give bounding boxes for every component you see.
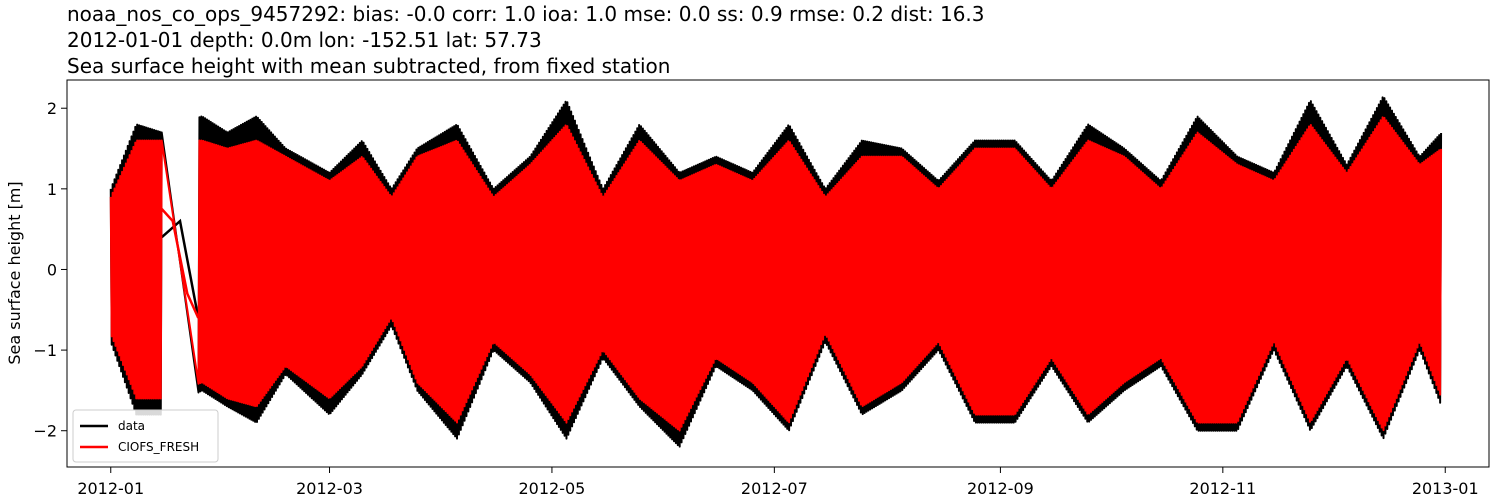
- series-layer: [109, 96, 1443, 448]
- series-gap-segment: [160, 208, 200, 319]
- x-tick-label: 2012-07: [741, 479, 808, 498]
- legend: data CIOFS_FRESH: [72, 409, 219, 463]
- y-axis-label: Sea surface height [m]: [5, 181, 24, 364]
- x-tick-label: 2013-01: [1412, 479, 1479, 498]
- y-tick-label: −2: [33, 422, 57, 441]
- y-tick-label: 0: [47, 260, 57, 279]
- x-tick-label: 2012-03: [296, 479, 363, 498]
- axes-layer: 2 1 0 −1 −2 2012-01 2012-03 2012-05 2012-07 2012-…: [33, 99, 1478, 498]
- y-tick-label: 2: [47, 99, 57, 118]
- plot-frame: [66, 79, 1490, 468]
- series-gap-segment: [160, 218, 200, 319]
- x-tick-label: 2012-09: [967, 479, 1034, 498]
- y-tick-label: 1: [47, 180, 57, 199]
- x-tick-label: 2012-01: [77, 479, 144, 498]
- legend-label-ciofs-fresh: CIOFS_FRESH: [118, 440, 199, 454]
- y-tick-label: −1: [33, 341, 57, 360]
- x-tick-label: 2012-05: [519, 479, 586, 498]
- legend-box: [72, 409, 219, 463]
- chart-title-line-1: noaa_nos_co_ops_9457292: bias: -0.0 corr…: [67, 2, 985, 26]
- x-tick-label: 2012-11: [1189, 479, 1256, 498]
- legend-label-data: data: [118, 419, 145, 433]
- series-line-ciofs-fresh: [109, 116, 1443, 432]
- chart-title-line-2: 2012-01-01 depth: 0.0m lon: -152.51 lat:…: [67, 28, 542, 52]
- chart-title-line-3: Sea surface height with mean subtracted,…: [67, 54, 671, 78]
